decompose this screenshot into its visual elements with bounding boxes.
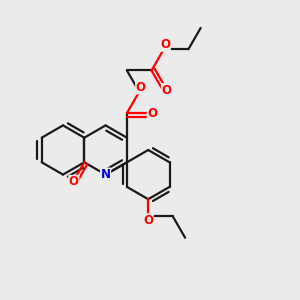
Text: O: O bbox=[161, 84, 172, 97]
Text: O: O bbox=[69, 176, 79, 188]
Text: O: O bbox=[143, 214, 153, 227]
Text: O: O bbox=[160, 38, 170, 51]
Text: O: O bbox=[136, 81, 146, 94]
Text: O: O bbox=[147, 106, 157, 120]
Text: N: N bbox=[100, 168, 111, 181]
